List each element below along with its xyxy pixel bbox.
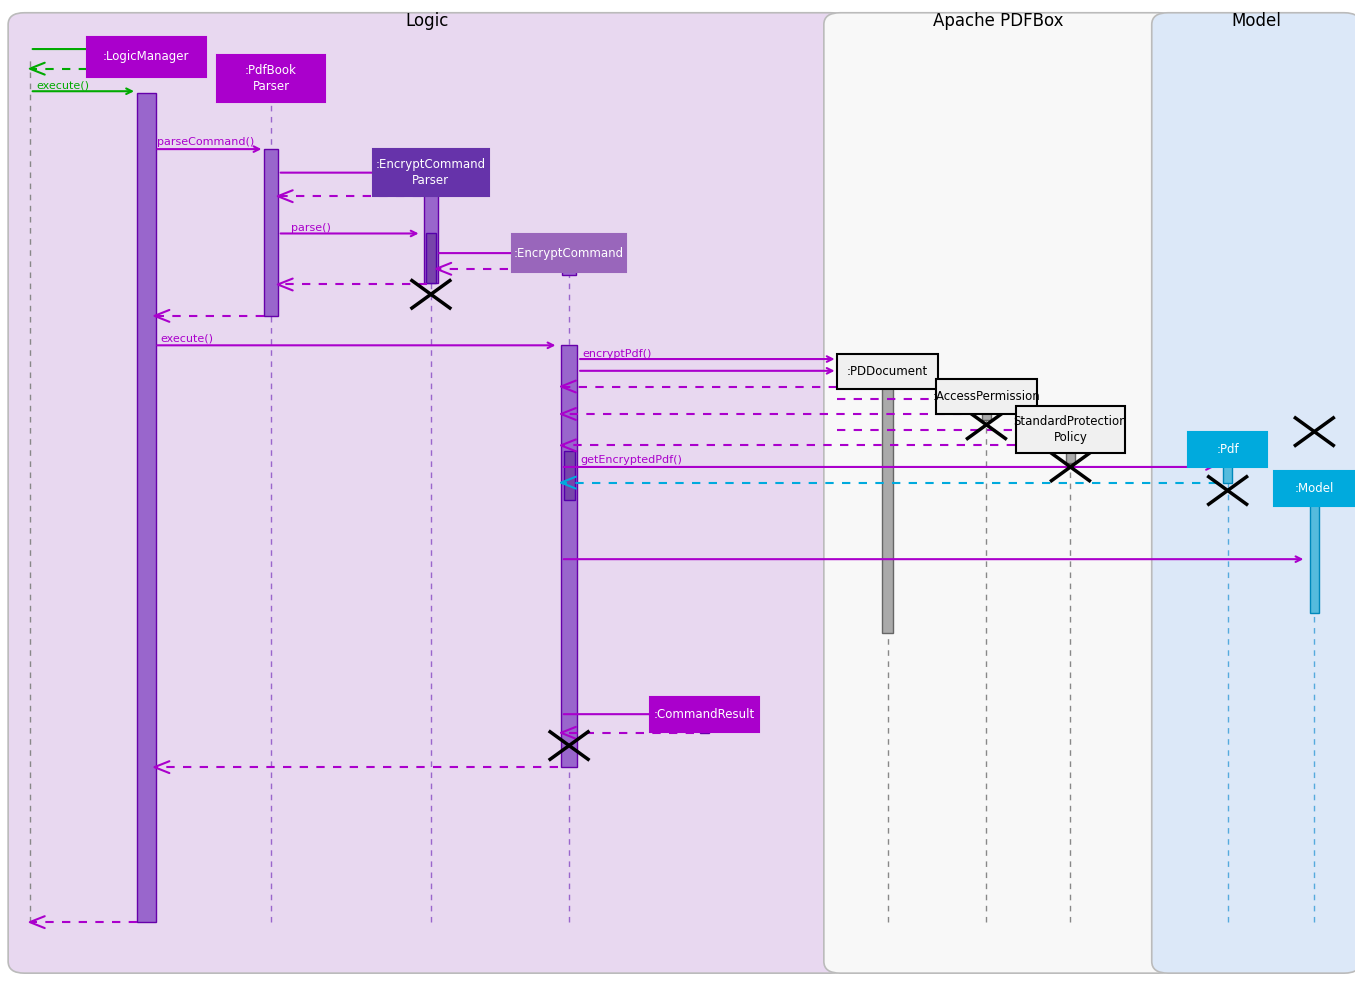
Bar [564,451,575,500]
Text: StandardProtection
Policy: StandardProtection Policy [1014,415,1127,444]
Text: execute(): execute() [160,334,213,343]
Text: Apache PDFBox: Apache PDFBox [934,12,1064,29]
FancyBboxPatch shape [837,354,938,389]
FancyBboxPatch shape [650,697,759,732]
Text: Logic: Logic [405,12,449,29]
Text: parse(): parse() [291,223,331,232]
Text: :PDDocument: :PDDocument [847,365,928,379]
Bar [701,714,710,733]
Text: :Pdf: :Pdf [1217,442,1238,456]
FancyBboxPatch shape [1188,432,1267,467]
Text: :AccessPermission: :AccessPermission [932,389,1041,403]
Bar [425,233,436,283]
Text: :EncryptCommand: :EncryptCommand [514,246,625,260]
Text: :EncryptCommand
Parser: :EncryptCommand Parser [375,158,486,187]
Bar [561,345,577,767]
Text: :Model: :Model [1294,482,1335,495]
Text: parseCommand(): parseCommand() [157,137,255,147]
FancyBboxPatch shape [512,234,626,272]
FancyBboxPatch shape [824,13,1175,973]
Bar [1309,490,1318,613]
FancyBboxPatch shape [87,37,206,77]
Bar [264,149,278,316]
Text: encryptPdf(): encryptPdf() [583,349,652,359]
Bar [424,175,438,283]
Bar [1066,434,1076,463]
Bar [882,375,893,633]
Text: :PdfBook
Parser: :PdfBook Parser [245,64,297,93]
FancyBboxPatch shape [1016,406,1125,453]
FancyBboxPatch shape [1274,471,1355,506]
Bar [137,93,156,922]
Text: Model: Model [1232,12,1280,29]
Text: execute(): execute() [37,80,89,90]
Text: :LogicManager: :LogicManager [103,50,190,64]
Bar [981,399,991,420]
FancyBboxPatch shape [1152,13,1355,973]
FancyBboxPatch shape [936,379,1037,414]
Text: getEncryptedPdf(): getEncryptedPdf() [580,455,682,465]
FancyBboxPatch shape [217,55,325,102]
Text: :CommandResult: :CommandResult [654,707,755,721]
Bar [1222,451,1233,483]
Bar [562,260,576,275]
FancyBboxPatch shape [373,149,489,196]
FancyBboxPatch shape [8,13,847,973]
